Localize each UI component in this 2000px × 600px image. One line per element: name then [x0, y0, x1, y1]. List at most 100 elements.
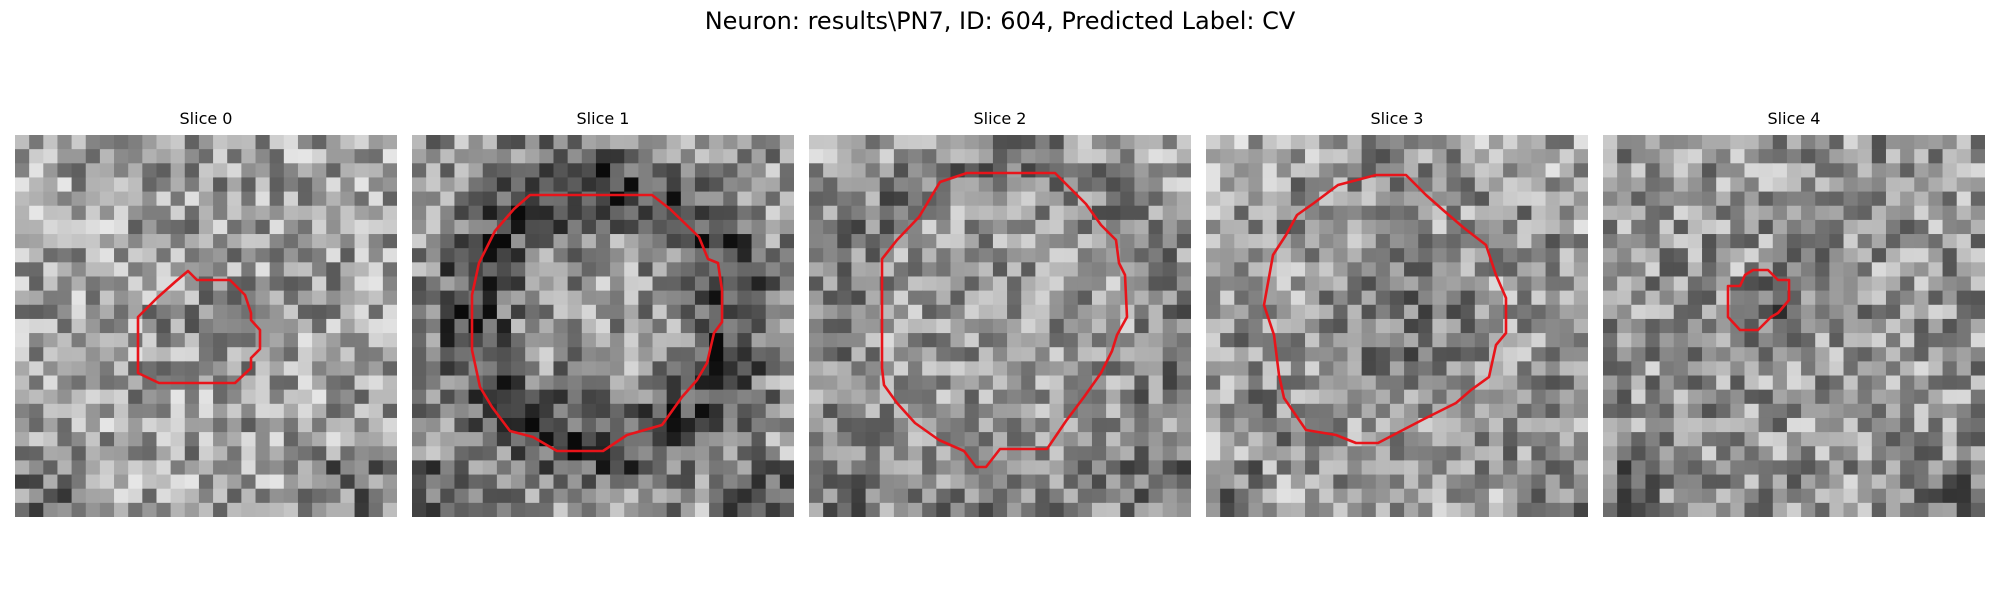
image-pixel: [1206, 432, 1221, 447]
image-pixel: [1220, 375, 1235, 391]
image-pixel: [184, 304, 200, 320]
image-pixel: [1956, 304, 1972, 320]
image-pixel: [765, 205, 781, 221]
image-pixel: [879, 163, 895, 179]
image-pixel: [610, 375, 625, 391]
image-pixel: [1815, 276, 1830, 292]
image-pixel: [412, 502, 427, 517]
image-pixel: [1319, 318, 1334, 334]
image-pixel: [1361, 149, 1377, 164]
image-pixel: [1970, 177, 1985, 193]
image-pixel: [851, 276, 867, 292]
image-pixel: [1503, 205, 1518, 221]
image-pixel: [1545, 318, 1561, 334]
image-pixel: [680, 446, 696, 462]
image-pixel: [978, 502, 994, 517]
image-pixel: [1914, 375, 1930, 391]
image-pixel: [1786, 248, 1802, 263]
image-pixel: [213, 135, 228, 150]
image-pixel: [1077, 276, 1093, 292]
image-pixel: [992, 333, 1008, 348]
image-pixel: [1956, 474, 1972, 490]
image-pixel: [1120, 474, 1136, 490]
image-pixel: [114, 389, 129, 405]
image-pixel: [1035, 191, 1051, 207]
image-pixel: [1021, 375, 1036, 391]
image-pixel: [142, 248, 158, 263]
image-pixel: [412, 163, 427, 179]
image-pixel: [85, 177, 101, 193]
image-pixel: [908, 262, 923, 278]
image-pixel: [1829, 177, 1845, 193]
image-pixel: [213, 234, 228, 249]
image-pixel: [539, 460, 555, 476]
image-pixel: [1375, 262, 1391, 278]
image-pixel: [779, 460, 794, 476]
image-pixel: [865, 488, 881, 504]
image-pixel: [666, 460, 682, 476]
image-pixel: [1716, 460, 1731, 476]
image-pixel: [581, 219, 597, 235]
image-pixel: [992, 276, 1008, 292]
image-pixel: [1673, 219, 1689, 235]
image-pixel: [1659, 290, 1675, 306]
image-pixel: [624, 135, 639, 150]
image-pixel: [1716, 446, 1731, 462]
image-pixel: [723, 389, 739, 405]
image-pixel: [1120, 333, 1136, 348]
image-pixel: [553, 446, 569, 462]
image-pixel: [779, 347, 794, 362]
image-pixel: [382, 276, 397, 292]
image-pixel: [1914, 205, 1930, 221]
image-pixel: [950, 219, 966, 235]
image-pixel: [1857, 347, 1873, 362]
image-pixel: [1148, 262, 1164, 278]
image-pixel: [496, 347, 512, 362]
image-pixel: [1829, 219, 1845, 235]
image-pixel: [312, 262, 327, 278]
image-pixel: [666, 290, 682, 306]
image-pixel: [851, 205, 867, 221]
image-pixel: [595, 248, 611, 263]
image-pixel: [1319, 446, 1334, 462]
image-pixel: [595, 432, 611, 447]
image-pixel: [751, 149, 767, 164]
image-pixel: [879, 205, 895, 221]
image-pixel: [1091, 304, 1107, 320]
image-pixel: [1446, 234, 1462, 249]
image-pixel: [851, 318, 867, 334]
image-pixel: [1262, 163, 1278, 179]
image-pixel: [1206, 488, 1221, 504]
image-pixel: [15, 262, 30, 278]
image-pixel: [1843, 460, 1859, 476]
image-pixel: [992, 191, 1008, 207]
image-pixel: [1573, 460, 1588, 476]
image-pixel: [297, 219, 313, 235]
image-pixel: [1914, 347, 1930, 362]
image-pixel: [1488, 318, 1504, 334]
image-pixel: [1744, 149, 1760, 164]
image-pixel: [1857, 177, 1873, 193]
image-pixel: [1645, 333, 1661, 348]
image-pixel: [1815, 248, 1830, 263]
image-pixel: [184, 191, 200, 207]
image-pixel: [1134, 389, 1150, 405]
image-pixel: [567, 460, 583, 476]
image-pixel: [1446, 262, 1462, 278]
image-pixel: [1942, 389, 1958, 405]
image-pixel: [114, 276, 129, 292]
image-pixel: [525, 205, 540, 221]
image-pixel: [1617, 234, 1632, 249]
image-pixel: [1673, 290, 1689, 306]
image-pixel: [737, 205, 753, 221]
image-pixel: [1276, 432, 1292, 447]
image-pixel: [468, 149, 484, 164]
image-pixel: [1631, 403, 1647, 419]
image-pixel: [1361, 502, 1377, 517]
image-pixel: [1573, 474, 1588, 490]
image-pixel: [1375, 389, 1391, 405]
image-pixel: [1942, 290, 1958, 306]
image-pixel: [1687, 234, 1703, 249]
image-pixel: [1503, 149, 1518, 164]
image-pixel: [1914, 389, 1930, 405]
